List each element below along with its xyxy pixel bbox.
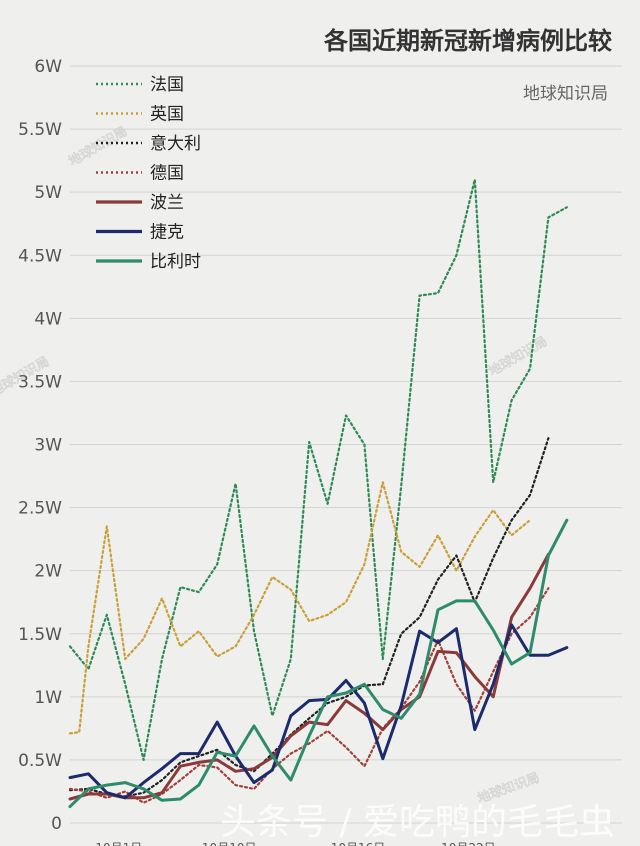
y-tick-label: 2.5W: [18, 499, 62, 519]
watermark: 地球知识局: [66, 123, 130, 169]
legend-label: 捷克: [150, 223, 184, 243]
x-tick-label: 10月1日: [95, 841, 142, 846]
watermark: 地球知识局: [486, 333, 550, 379]
grid: [70, 65, 622, 824]
y-tick-label: 4.5W: [18, 246, 62, 266]
series-line-6: [68, 518, 569, 809]
legend-label: 英国: [150, 105, 184, 125]
y-tick-label: 6W: [34, 57, 62, 77]
x-tick-label: 10月22日: [441, 841, 496, 846]
legend-label: 德国: [150, 164, 184, 184]
series-layer: [68, 178, 569, 809]
y-tick-label: 2W: [34, 562, 62, 582]
y-tick-label: 3W: [34, 436, 62, 456]
y-tick-label: 1.5W: [18, 625, 62, 645]
y-tick-label: 5.5W: [18, 120, 62, 140]
y-tick-label: 0: [51, 814, 62, 834]
y-tick-label: 5W: [34, 183, 62, 203]
series-line-5: [68, 623, 569, 800]
series-line-4: [68, 552, 550, 801]
x-tick-label: 10月10日: [202, 841, 257, 846]
series-line-0: [68, 178, 568, 761]
legend-label: 意大利: [150, 134, 201, 154]
x-tick-label: 10月16日: [331, 841, 386, 846]
y-tick-label: 0.5W: [18, 751, 62, 771]
y-tick-label: 4W: [34, 309, 62, 329]
y-tick-label: 1W: [34, 688, 62, 708]
series-line-2: [68, 437, 550, 798]
legend-label: 波兰: [150, 193, 184, 213]
legend-label: 比利时: [150, 252, 201, 272]
x-axis: 10月1日 10月10日 10月16日 10月22日: [95, 841, 495, 846]
legend-label: 法国: [150, 75, 184, 95]
y-tick-label: 3.5W: [18, 372, 62, 392]
chart-title: 各国近期新冠新增病例比较: [323, 27, 612, 55]
overlay-watermark: 头条号 / 爱吃鸭的毛毛虫: [220, 802, 615, 843]
chart-source: 地球知识局: [523, 84, 608, 104]
y-axis: 0 0.5W 1W 1.5W 2W 2.5W 3W 3.5W 4W 4.5W 5W 5.5W 6W: [18, 57, 62, 834]
series-line-1: [68, 481, 532, 735]
